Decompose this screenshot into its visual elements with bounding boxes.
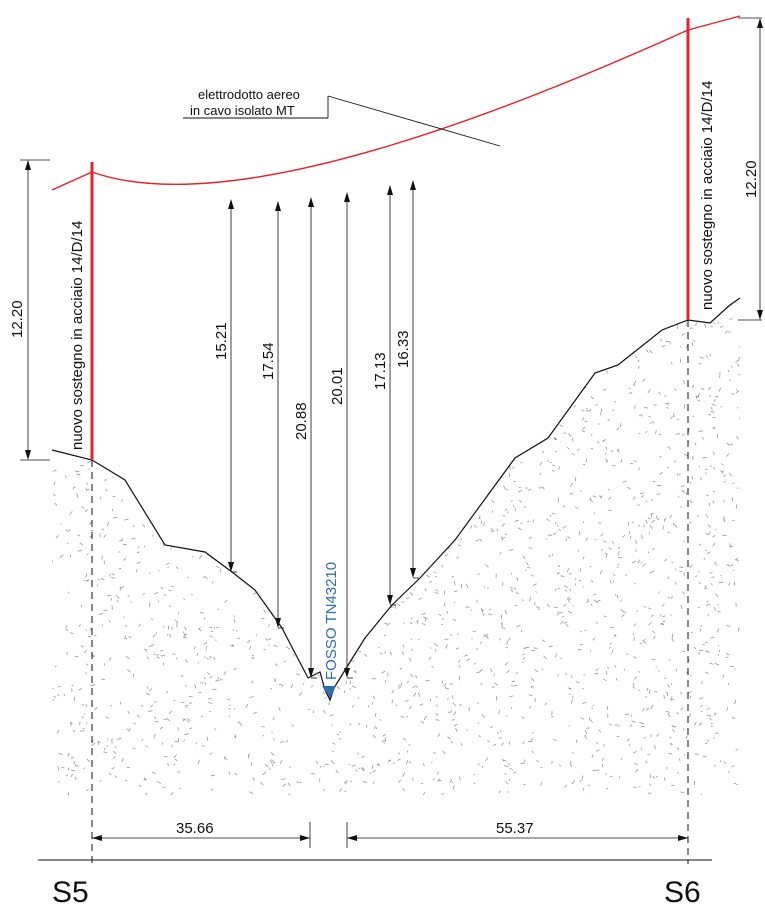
clearance-dimensions: 15.21 17.54 20.88 20.01 17.13 16.33 xyxy=(213,180,419,679)
clearance-dimension: 17.54 xyxy=(260,201,284,629)
right-pole-label: nuovo sostegno in acciaio 14/D/14 xyxy=(699,81,716,310)
clearance-value: 17.54 xyxy=(260,342,277,380)
left-pole-label: nuovo sostegno in acciaio 14/D/14 xyxy=(69,221,86,450)
cable-callout xyxy=(183,95,501,147)
clearance-value: 17.13 xyxy=(372,352,389,390)
ditch-label: FOSSO TN43210 xyxy=(323,562,340,680)
station-label-s5: S5 xyxy=(52,876,89,909)
distance-dimension-right xyxy=(347,835,688,841)
distance-right-value: 55.37 xyxy=(496,820,534,837)
clearance-value: 15.21 xyxy=(213,322,230,360)
distance-left-value: 35.66 xyxy=(176,820,214,837)
clearance-dimension: 20.01 xyxy=(329,192,353,679)
station-label-s6: S6 xyxy=(664,876,701,909)
clearance-dimension: 20.88 xyxy=(293,197,317,679)
cable-label-line2: in cavo isolato MT xyxy=(190,103,295,118)
clearance-value: 20.01 xyxy=(329,367,346,405)
clearance-dimension: 16.33 xyxy=(395,180,419,579)
clearance-dimension: 17.13 xyxy=(372,185,396,606)
clearance-value: 20.88 xyxy=(293,402,310,440)
overhead-cable-line xyxy=(51,15,741,191)
ditch-marker-icon xyxy=(322,686,336,698)
ground-profile-line xyxy=(51,297,741,702)
clearance-dimension: 15.21 xyxy=(213,199,237,573)
distance-dimension-left xyxy=(92,835,310,841)
clearance-value: 16.33 xyxy=(395,330,412,368)
right-pole-height-value: 12.20 xyxy=(743,160,760,198)
right-pole-height-dimension xyxy=(738,17,763,321)
left-pole-height-value: 12.20 xyxy=(9,300,26,338)
left-pole-height-dimension xyxy=(20,159,50,461)
cable-label-line1: elettrodotto aereo xyxy=(198,87,300,102)
